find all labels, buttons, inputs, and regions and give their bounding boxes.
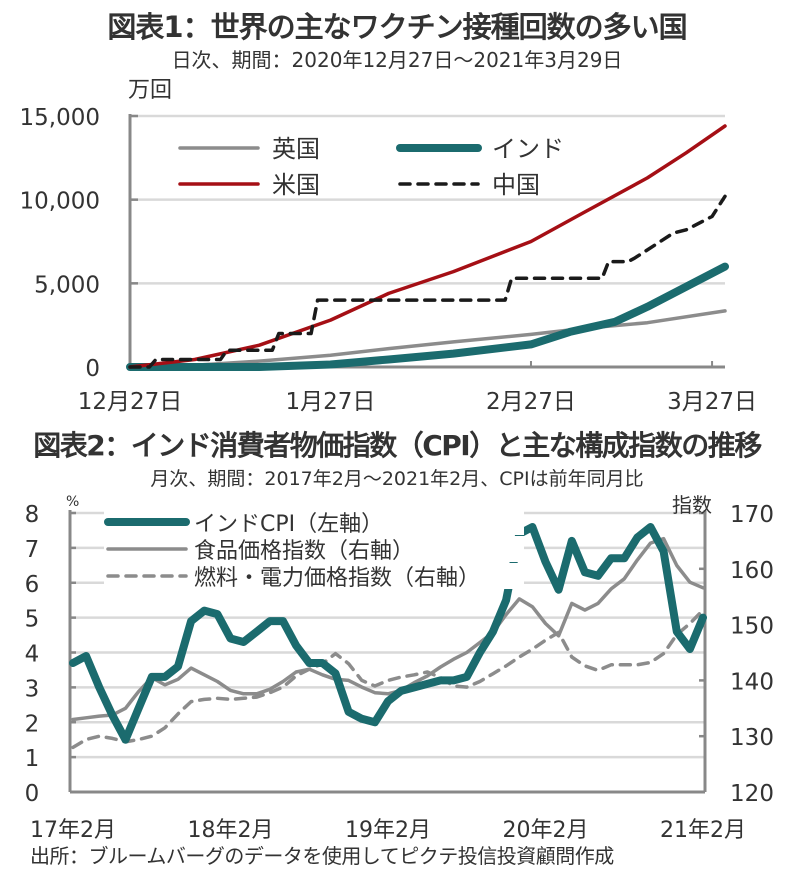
chart2-ytick-right-label: 120 bbox=[730, 781, 774, 807]
source-note: 出所：ブルームバーグのデータを使用してピクテ投信投資顧問作成 bbox=[30, 844, 614, 868]
chart1-subtitle: 日次、期間：2020年12月27日～2021年3月29日 bbox=[171, 48, 623, 72]
chart1-legend-label: 英国 bbox=[272, 135, 320, 163]
chart2-series-食品価格指数（右軸） bbox=[71, 536, 705, 722]
chart2-ytick-right-label: 140 bbox=[730, 669, 774, 695]
chart2-ytick-left-label: 3 bbox=[25, 676, 40, 702]
chart2-series-インドCPI（左軸） bbox=[69, 523, 707, 744]
chart2-legend-label: 食品価格指数（右軸） bbox=[194, 539, 414, 564]
chart1-ytick-label: 10,000 bbox=[20, 189, 100, 215]
chart1-xtick-label: 3月27日 bbox=[667, 389, 757, 415]
chart1-legend-label: 中国 bbox=[492, 171, 540, 199]
chart1-xtick-label: 2月27日 bbox=[486, 389, 576, 415]
chart2-ytick-left-label: 2 bbox=[25, 711, 40, 737]
chart2-title: 図表2：インド消費者物価指数（CPI）と主な構成指数の推移 bbox=[33, 429, 762, 462]
chart2-subtitle: 月次、期間：2017年2月～2021年2月、CPIは前年同月比 bbox=[150, 468, 644, 490]
chart1-xtick-label: 1月27日 bbox=[286, 389, 376, 415]
chart2-legend-label: 燃料・電力価格指数（右軸） bbox=[194, 566, 480, 591]
chart2-xtick-label: 17年2月 bbox=[30, 818, 116, 843]
chart2-ylabel-left: % bbox=[66, 494, 79, 510]
chart2-ytick-right-label: 170 bbox=[730, 502, 774, 528]
chart1-xtick-label: 12月27日 bbox=[78, 389, 183, 415]
chart1-ytick-label: 5,000 bbox=[34, 272, 100, 298]
chart1-legend-label: 米国 bbox=[272, 171, 320, 199]
chart2-xtick-label: 19年2月 bbox=[345, 818, 431, 843]
chart2-series-燃料・電力価格指数（右軸） bbox=[71, 608, 705, 750]
chart2-ytick-right-label: 160 bbox=[730, 558, 774, 584]
chart1-title: 図表1：世界の主なワクチン接種回数の多い国 bbox=[107, 10, 687, 44]
chart2-xtick-label: 20年2月 bbox=[503, 818, 589, 843]
chart2-ytick-left-label: 0 bbox=[25, 781, 40, 807]
chart1-legend-label: インド bbox=[492, 135, 564, 163]
chart1-ytick-label: 15,000 bbox=[20, 105, 100, 131]
chart2-ytick-left-label: 8 bbox=[25, 502, 40, 528]
chart2-ytick-right-label: 130 bbox=[730, 725, 774, 751]
chart1-ytick-label: 0 bbox=[85, 356, 100, 382]
chart2-xtick-label: 18年2月 bbox=[188, 818, 274, 843]
chart2-ytick-left-label: 1 bbox=[25, 746, 40, 772]
chart1-series-インド bbox=[126, 262, 729, 371]
chart2-ylabel-right: 指数 bbox=[672, 493, 712, 517]
chart1-ylabel: 万回 bbox=[128, 78, 173, 103]
chart2-ytick-left-label: 4 bbox=[25, 642, 40, 668]
chart2-ytick-left-label: 5 bbox=[25, 607, 40, 633]
chart2-legend-bg bbox=[104, 563, 524, 589]
chart1-series-中国 bbox=[128, 194, 727, 369]
chart2-ytick-right-label: 150 bbox=[730, 614, 774, 640]
chart2-xtick-label: 21年2月 bbox=[660, 818, 746, 843]
chart2-legend-label: インドCPI（左軸） bbox=[194, 512, 383, 537]
chart2-ytick-left-label: 7 bbox=[25, 537, 40, 563]
chart2-ytick-left-label: 6 bbox=[25, 572, 40, 598]
